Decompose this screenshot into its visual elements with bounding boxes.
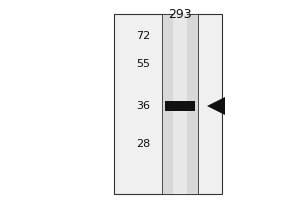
FancyBboxPatch shape (114, 14, 222, 194)
Text: 72: 72 (136, 31, 150, 41)
Text: 36: 36 (136, 101, 150, 111)
Text: 28: 28 (136, 139, 150, 149)
Bar (162, 14, 198, 194)
Text: 55: 55 (136, 59, 150, 69)
Bar (165, 101, 195, 111)
Text: 293: 293 (168, 8, 192, 21)
Bar (173, 14, 187, 194)
Polygon shape (207, 97, 225, 115)
